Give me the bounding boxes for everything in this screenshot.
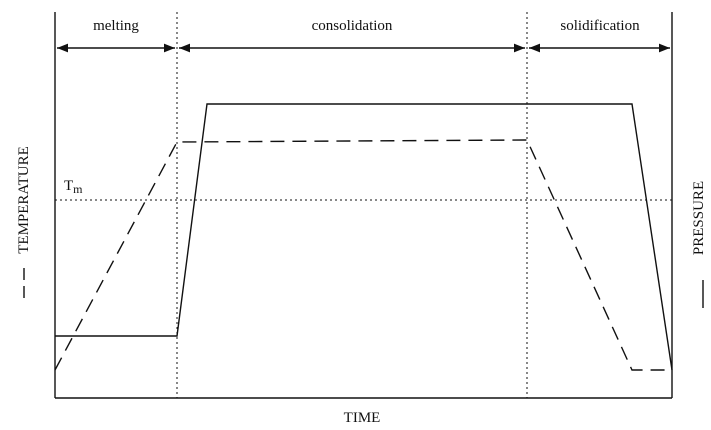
bottom-axis-label: TIME: [344, 410, 381, 426]
threshold-subscript: m: [73, 182, 83, 196]
pressure-curve: [55, 103, 673, 371]
threshold-base: T: [64, 178, 73, 194]
right-axis-label: PRESSURE: [691, 181, 707, 255]
threshold-label: Tm: [64, 178, 83, 196]
left-axis-label: TEMPERATURE: [16, 146, 32, 254]
phase-label: melting: [93, 18, 139, 34]
phase-label: solidification: [560, 18, 640, 34]
phase-label: consolidation: [312, 18, 393, 34]
